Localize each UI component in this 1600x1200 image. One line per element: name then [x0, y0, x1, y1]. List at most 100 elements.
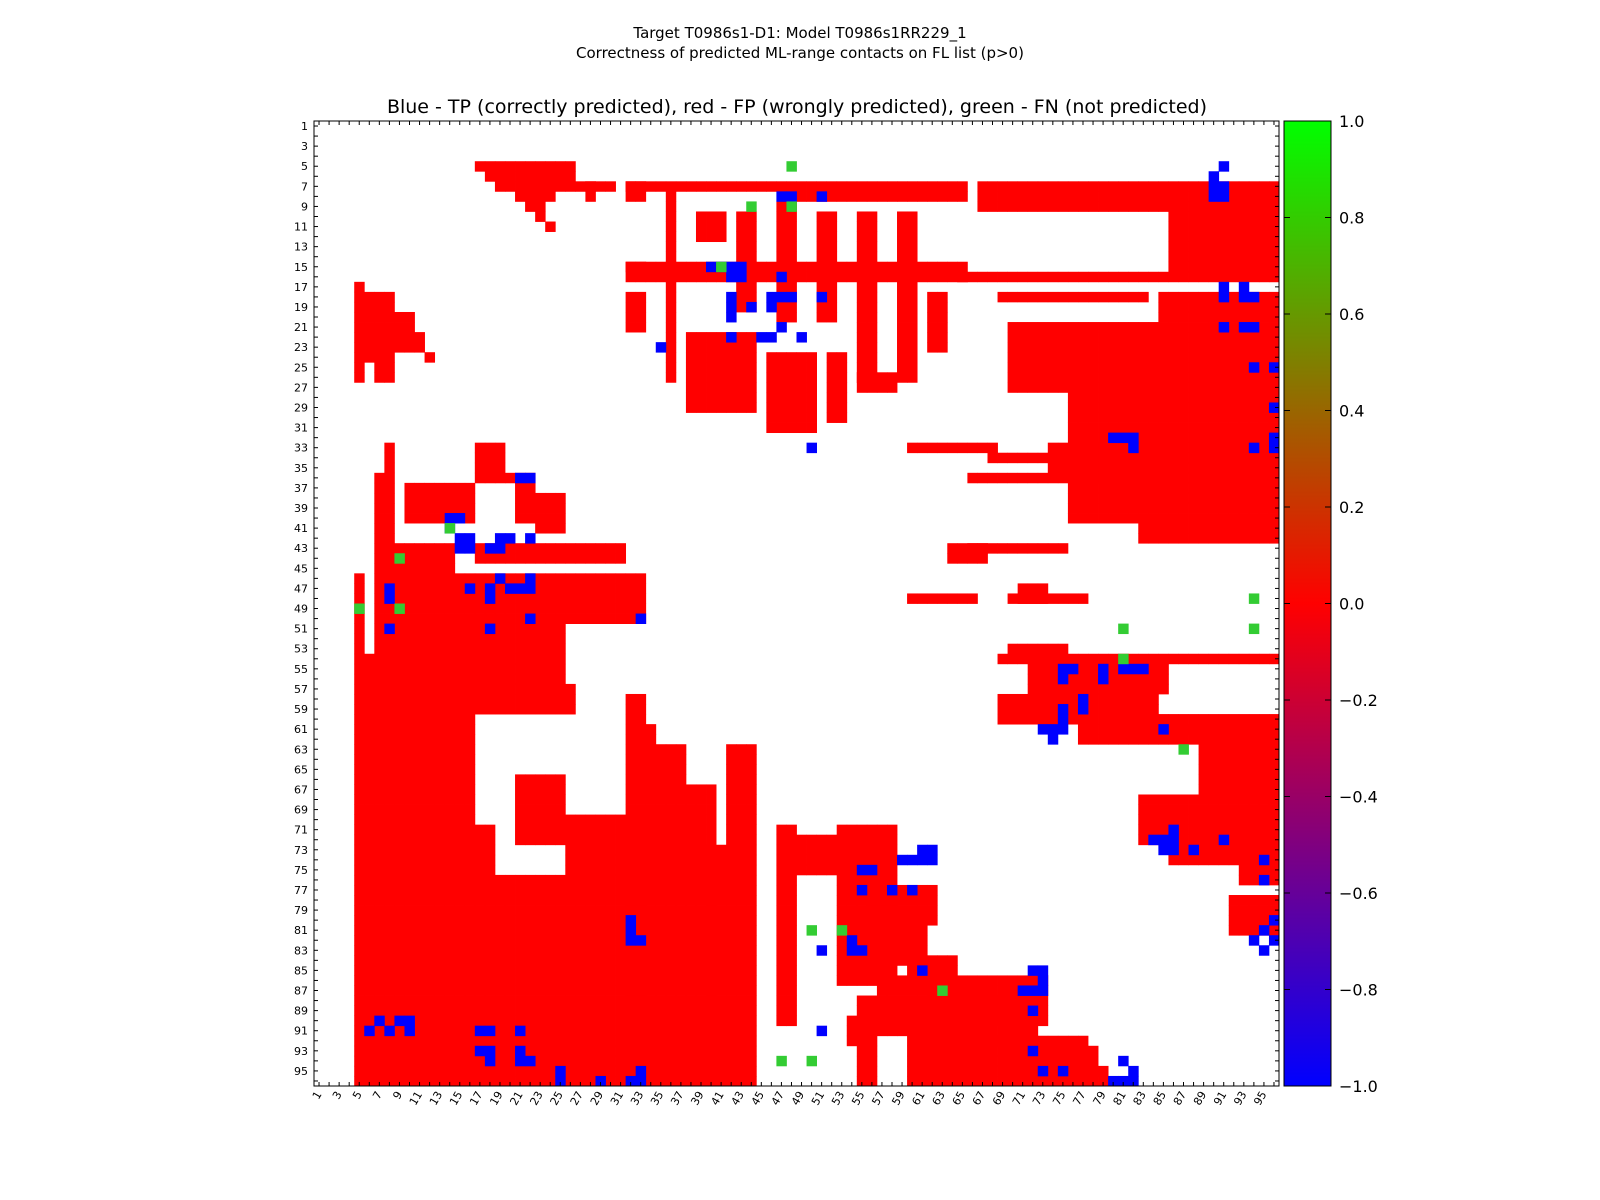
fp-cell: [1088, 432, 1099, 444]
fp-cell: [494, 1065, 506, 1077]
y-tick-label: 57: [294, 683, 308, 696]
fp-cell: [1027, 1075, 1039, 1087]
fp-cell: [736, 281, 747, 293]
fp-cell: [414, 492, 425, 504]
fp-cell: [736, 372, 747, 383]
y-tick-label: 31: [294, 422, 308, 435]
fp-cell: [1138, 714, 1149, 725]
fp-cell: [1148, 452, 1159, 464]
fp-cell: [635, 744, 647, 755]
fp-cell: [374, 362, 385, 373]
fp-cell: [726, 955, 737, 966]
tp-cell: [856, 945, 868, 956]
fp-cell: [987, 1025, 998, 1037]
fp-cell: [917, 975, 928, 986]
fp-cell: [625, 985, 637, 996]
fp-cell: [525, 965, 536, 976]
fp-cell: [927, 593, 938, 604]
fp-cell: [484, 935, 496, 946]
fp-cell: [856, 322, 868, 333]
fp-cell: [504, 593, 516, 604]
fp-cell: [1148, 402, 1159, 413]
fp-cell: [1138, 794, 1149, 805]
fp-cell: [1077, 472, 1089, 484]
fp-cell: [1258, 201, 1270, 212]
fp-cell: [394, 774, 405, 785]
fp-cell: [494, 693, 506, 705]
fp-cell: [1178, 271, 1189, 283]
fp-cell: [826, 211, 838, 222]
fp-cell: [856, 311, 868, 323]
fp-cell: [374, 794, 385, 805]
fp-cell: [1228, 513, 1240, 524]
fp-cell: [605, 1055, 616, 1067]
fp-cell: [434, 1055, 446, 1067]
fp-cell: [1128, 322, 1139, 333]
fp-cell: [826, 291, 838, 303]
fp-cell: [947, 442, 958, 454]
fp-cell: [605, 935, 616, 946]
fp-cell: [1077, 734, 1089, 745]
fp-cell: [535, 573, 546, 584]
fp-cell: [374, 764, 385, 775]
fp-cell: [826, 251, 838, 263]
fp-cell: [1017, 181, 1029, 192]
fp-cell: [494, 161, 506, 172]
fp-cell: [474, 854, 486, 866]
fp-cell: [595, 965, 606, 976]
fp-cell: [937, 1015, 948, 1027]
fp-cell: [816, 854, 828, 866]
fp-cell: [474, 613, 486, 624]
fp-cell: [1228, 915, 1240, 926]
fp-cell: [917, 261, 928, 273]
fp-cell: [1057, 271, 1069, 283]
tp-cell: [1268, 432, 1280, 444]
fp-cell: [695, 864, 707, 876]
fp-cell: [494, 1035, 506, 1047]
fp-cell: [1138, 291, 1149, 303]
fn-cell: [806, 925, 817, 936]
fp-cell: [504, 663, 516, 675]
fp-cell: [504, 995, 516, 1006]
fp-cell: [394, 824, 405, 836]
x-tick-label: 61: [909, 1089, 927, 1108]
fp-cell: [404, 613, 415, 624]
fp-cell: [1268, 724, 1280, 735]
fp-cell: [1158, 392, 1169, 403]
fp-cell: [1268, 864, 1280, 876]
fp-cell: [1208, 311, 1220, 323]
fp-cell: [1208, 422, 1220, 434]
fp-cell: [565, 824, 576, 836]
fp-cell: [364, 724, 375, 735]
fp-cell: [545, 1065, 556, 1077]
fp-cell: [1128, 402, 1139, 413]
fp-cell: [726, 824, 737, 836]
fp-cell: [565, 874, 576, 886]
fp-cell: [1198, 774, 1210, 785]
fp-cell: [997, 1015, 1008, 1027]
fp-cell: [1228, 231, 1240, 243]
fp-cell: [444, 663, 456, 675]
fp-cell: [736, 804, 747, 815]
fp-cell: [1198, 311, 1210, 323]
fp-cell: [625, 744, 637, 755]
axis-ticks: 1357911131517192123252729313335373941434…: [294, 120, 1279, 1108]
fp-cell: [525, 834, 536, 846]
fp-cell: [866, 1035, 878, 1047]
fp-cell: [414, 1045, 425, 1057]
x-tick-label: 11: [407, 1089, 425, 1108]
fp-cell: [665, 1055, 677, 1067]
fp-cell: [997, 704, 1008, 715]
fp-cell: [484, 1065, 496, 1077]
fp-cell: [786, 975, 797, 986]
fp-cell: [1228, 523, 1240, 534]
fp-cell: [434, 1065, 446, 1077]
y-tick-label: 13: [294, 241, 308, 254]
fp-cell: [384, 653, 395, 665]
fp-cell: [1128, 342, 1139, 353]
fp-cell: [1208, 392, 1220, 403]
fp-cell: [695, 271, 707, 283]
fp-cell: [424, 754, 436, 765]
fp-cell: [525, 985, 536, 996]
fp-cell: [575, 814, 586, 826]
